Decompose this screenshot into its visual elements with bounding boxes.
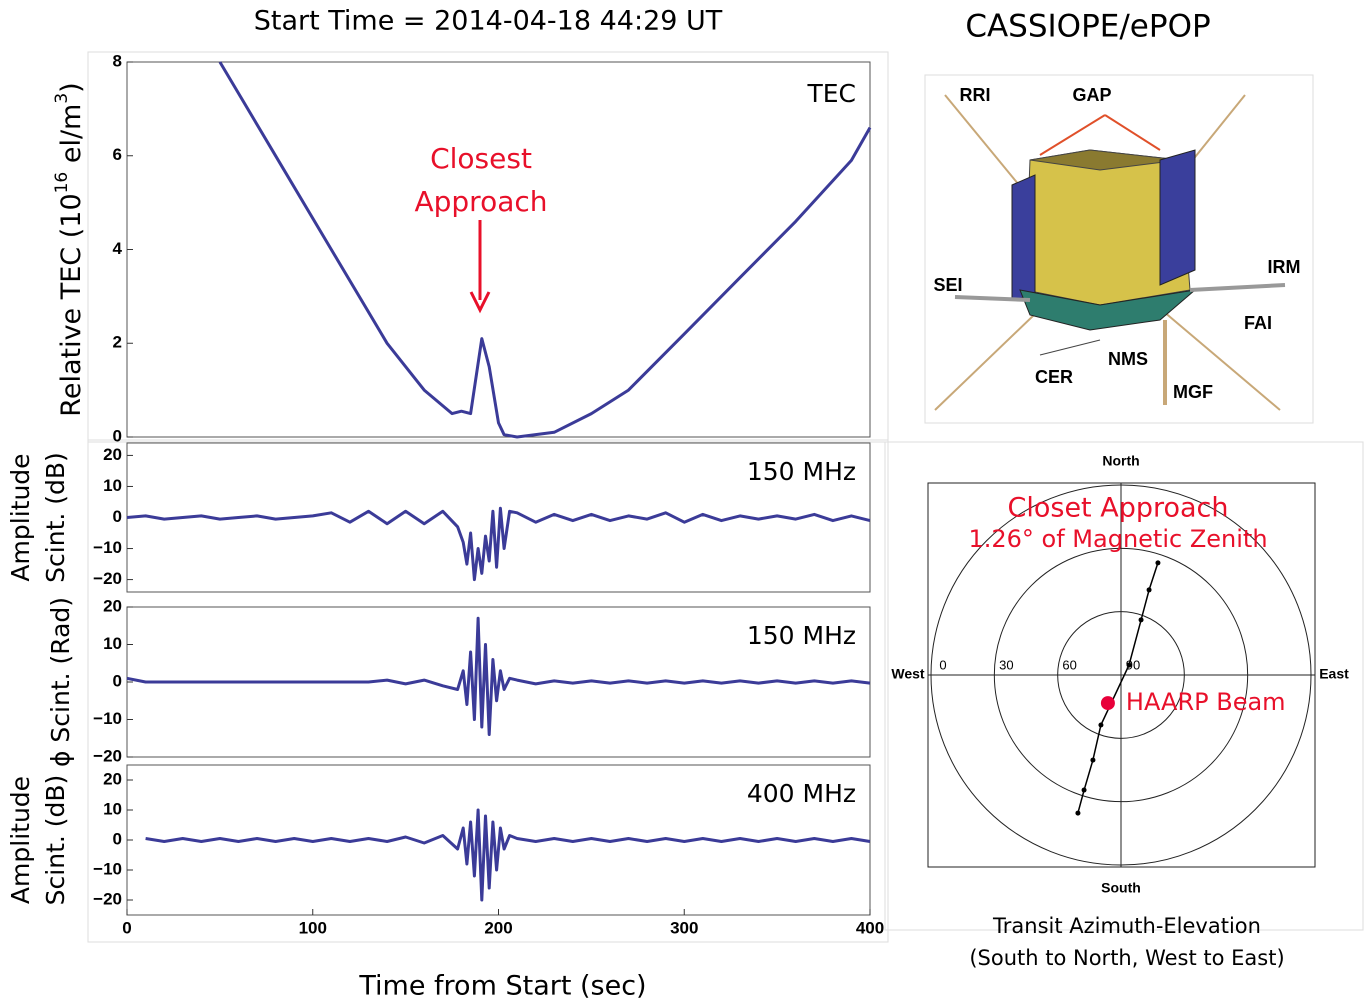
y-tick-label: 6 [113, 145, 122, 164]
track-point [1139, 617, 1144, 622]
annotation: Approach [414, 185, 547, 218]
x-tick-label: 0 [122, 918, 131, 937]
track-point [1090, 758, 1095, 763]
plot-area [127, 62, 870, 437]
y-tick-label: 20 [103, 445, 122, 464]
direction: South [1101, 880, 1141, 896]
y-axis-label-part: el/m [56, 104, 87, 172]
caption: Transit Azimuth-Elevation [992, 914, 1261, 938]
y-axis-label: Scint. (dB) [41, 775, 70, 906]
track-point [1127, 663, 1132, 668]
y-tick-label: −20 [93, 569, 122, 588]
direction: West [891, 666, 925, 682]
y-tick-label: 20 [103, 769, 122, 788]
x-tick-label: 400 [856, 918, 884, 937]
annotation: Closest [430, 142, 532, 175]
y-tick-label: 10 [103, 476, 122, 495]
y-tick-label: −20 [93, 889, 122, 908]
track-point [1155, 560, 1160, 565]
caption: (South to North, West to East) [969, 946, 1284, 970]
y-tick-label: 0 [113, 671, 122, 690]
y-axis-label: Scint. (dB) [41, 452, 70, 583]
y-tick-label: −10 [93, 709, 122, 728]
x-tick-label: 300 [670, 918, 698, 937]
ring-label: 60 [1062, 657, 1076, 672]
y-axis-label: Amplitude [6, 776, 35, 904]
panel-label: 400 MHz [747, 779, 856, 808]
beam-point [1101, 696, 1115, 710]
y-axis-label-part: 16 [52, 172, 72, 194]
satellite-label: SEI [933, 275, 962, 295]
y-axis-label: ϕ Scint. (Rad) [46, 597, 75, 767]
y-axis-label: Relative TEC (1016 el/m3) [52, 82, 87, 416]
y-axis-label-part: ) [56, 82, 87, 93]
y-tick-label: 10 [103, 799, 122, 818]
figure: Start Time = 2014-04-18 44:29 UT CASSIOP… [0, 0, 1370, 1004]
mission-title: CASSIOPE/ePOP [965, 9, 1210, 45]
track-point [1082, 788, 1087, 793]
satellite-label: NMS [1108, 349, 1148, 369]
x-tick-label: 100 [299, 918, 327, 937]
satellite-label: GAP [1072, 85, 1111, 105]
x-tick-label: 200 [484, 918, 512, 937]
y-tick-label: −10 [93, 859, 122, 878]
track-point [1147, 587, 1152, 592]
start-time: Start Time = 2014-04-18 44:29 UT [254, 6, 723, 37]
track-point [1098, 723, 1103, 728]
satellite-label: IRM [1268, 257, 1301, 277]
y-tick-label: 4 [113, 239, 123, 258]
panel-label: TEC [806, 79, 856, 108]
y-tick-label: 2 [113, 333, 122, 352]
y-tick-label: 0 [113, 507, 122, 526]
y-tick-label: 20 [103, 596, 122, 615]
y-tick-label: −20 [93, 746, 122, 765]
track-point [1075, 811, 1080, 816]
ring-label: 0 [939, 657, 946, 672]
y-axis-label-part: Relative TEC (10 [56, 193, 87, 416]
panel-label: 150 MHz [747, 621, 856, 650]
x-axis-label: Time from Start (sec) [358, 971, 646, 1002]
y-tick-label: 0 [113, 426, 122, 445]
y-tick-label: 0 [113, 829, 122, 848]
direction: East [1319, 666, 1349, 682]
y-axis-label: Amplitude [6, 453, 35, 581]
ring-label: 30 [999, 657, 1013, 672]
satellite-label: CER [1035, 367, 1073, 387]
satellite-label: MGF [1173, 382, 1213, 402]
polar-subtitle: 1.26° of Magnetic Zenith [968, 525, 1267, 553]
satellite-label: FAI [1244, 313, 1272, 333]
beam-label: HAARP Beam [1126, 688, 1286, 716]
panel-label: 150 MHz [747, 457, 856, 486]
y-tick-label: −10 [93, 538, 122, 557]
y-tick-label: 8 [113, 51, 122, 70]
y-tick-label: 10 [103, 634, 122, 653]
polar-title: Closet Approach [1008, 493, 1229, 524]
satellite-frame [925, 75, 1313, 423]
direction: North [1102, 453, 1139, 469]
satellite-label: RRI [960, 85, 991, 105]
y-axis-label-part: 3 [52, 93, 72, 104]
